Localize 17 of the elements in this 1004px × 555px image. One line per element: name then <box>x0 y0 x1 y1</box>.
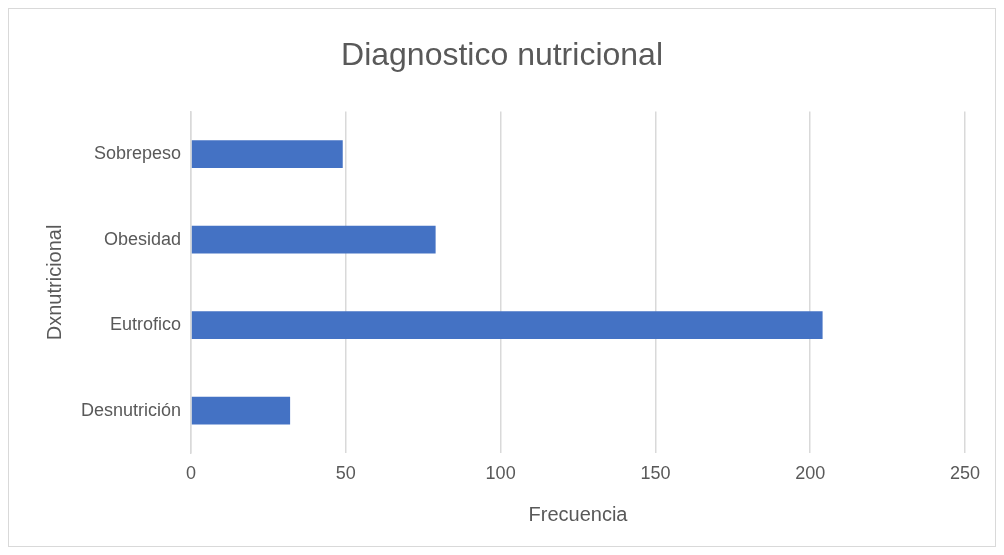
x-tick-label: 50 <box>335 463 356 484</box>
bar <box>191 311 823 340</box>
bar <box>191 396 291 425</box>
x-tick-label: 150 <box>640 463 671 484</box>
x-tick-label: 250 <box>949 463 981 484</box>
x-tick-label: 100 <box>485 463 516 484</box>
x-axis-title: Frecuencia <box>528 502 629 525</box>
chart-title: Diagnostico nutricional <box>341 36 663 73</box>
bar <box>191 140 343 169</box>
x-tick-label: 200 <box>795 463 826 484</box>
x-tick-label: 0 <box>186 463 197 484</box>
y-tick-label: Sobrepeso <box>93 143 182 164</box>
y-tick-label: Obesidad <box>103 228 182 249</box>
y-tick-label: Eutrofico <box>110 314 182 335</box>
bar <box>191 225 436 254</box>
y-axis-title: Dxnutricional <box>42 224 65 341</box>
y-tick-label: Desnutrición <box>81 399 182 420</box>
